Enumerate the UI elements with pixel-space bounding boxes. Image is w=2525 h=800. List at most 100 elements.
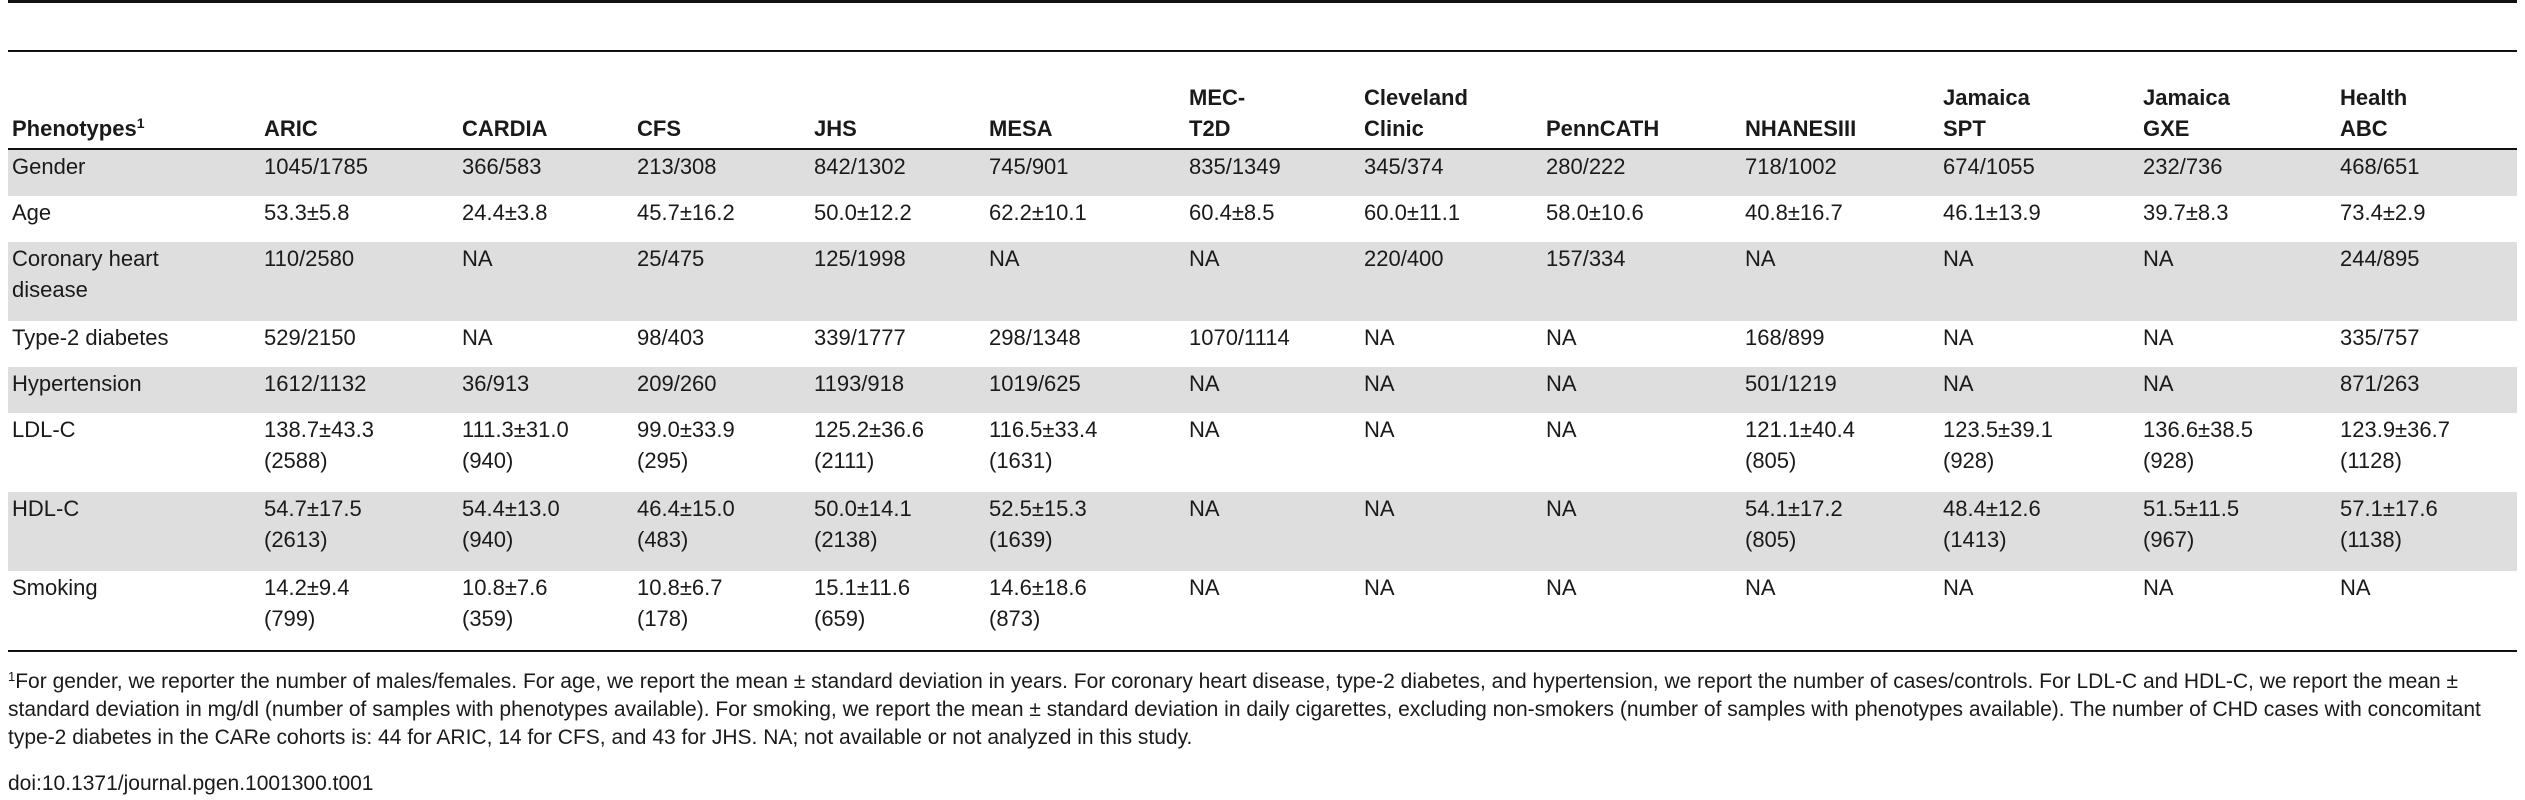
column-header: CFS [633,62,810,150]
table-cell: 10.8±6.7 (178) [633,571,810,652]
table-cell: NA [1360,492,1542,571]
table-cell: NA [1542,571,1741,652]
table-row: Coronary heart disease 110/2580 NA 25/475 12… [8,242,2517,321]
table-cell: 50.0±14.1 (2138) [810,492,985,571]
table-cell: 1193/918 [810,367,985,413]
table-cell: 745/901 [985,149,1185,196]
footnote-marker: 1 [8,669,16,684]
table-cell: 52.5±15.3 (1639) [985,492,1185,571]
table-cell: 14.6±18.6 (873) [985,571,1185,652]
table-cell: 220/400 [1360,242,1542,321]
table-cell: 842/1302 [810,149,985,196]
table-cell: NA [462,325,493,350]
table-cell: NA [2139,367,2336,413]
table-cell: NA [1542,492,1741,571]
table-cell: 54.1±17.2 (805) [1741,492,1939,571]
table-cell: 98/403 [637,325,705,350]
table-cell: 718/1002 [1741,149,1939,196]
table-cell: NA [1185,492,1360,571]
table-row: Hypertension 1612/1132 36/913 209/260 1193/9… [8,367,2517,413]
table-cell: NA [1943,325,1974,350]
table-body: Gender 1045/1785 366/583 213/308 842/1302 745… [8,149,2517,652]
column-header: ARIC [260,62,458,150]
table-cell: 57.1±17.6 (1138) [2336,492,2517,571]
table-cell: 40.8±16.7 [1745,200,1843,225]
header-phenotypes-label: Phenotypes [12,116,137,141]
table-cell: 51.5±11.5 (967) [2139,492,2336,571]
column-header: JHS [810,62,985,150]
table-cell: NA [2336,571,2517,652]
column-header: Jamaica GXE [2139,62,2336,150]
table-cell: NA [1185,367,1360,413]
table-cell: NA [2139,571,2336,652]
table-cell: 157/334 [1542,242,1741,321]
table-cell: 45.7±16.2 [637,200,735,225]
table-cell: 209/260 [633,367,810,413]
table-cell: 39.7±8.3 [2143,200,2229,225]
table-row: Type-2 diabetes 529/2150 NA 98/403 339/1777 2… [8,321,2517,367]
phenotype-table: Phenotypes1 ARIC CARDIA CFS JHS MESA MEC… [8,62,2517,652]
table-cell: 10.8±7.6 (359) [458,571,633,652]
table-cell: 1070/1114 [1189,325,1290,350]
table-cell: NA [1542,367,1741,413]
table-cell: 138.7±43.3 (2588) [264,417,374,473]
table-cell: NA [1360,367,1542,413]
table-cell: NA [458,242,633,321]
column-header: MESA [985,62,1185,150]
table-cell: 529/2150 [264,325,356,350]
column-header: CARDIA [458,62,633,150]
table-cell: 53.3±5.8 [264,200,350,225]
table-cell: NA [2139,242,2336,321]
table-cell: 232/736 [2139,149,2336,196]
table-cell: NA [2143,325,2174,350]
header-row: Phenotypes1 ARIC CARDIA CFS JHS MESA MEC… [8,62,2517,150]
column-header: MEC- T2D [1185,62,1360,150]
table-cell: 36/913 [458,367,633,413]
table-cell: 213/308 [633,149,810,196]
table-cell: 62.2±10.1 [989,200,1087,225]
table-cell: 835/1349 [1185,149,1360,196]
table-cell: NA [1939,242,2139,321]
table-cell: 25/475 [633,242,810,321]
table-cell: NA [1364,417,1395,442]
table-cell: 244/895 [2336,242,2517,321]
table-cell: 110/2580 [260,242,458,321]
table-cell: 121.1±40.4 (805) [1745,417,1855,473]
table-cell: NA [1360,571,1542,652]
table-cell: 73.4±2.9 [2340,200,2426,225]
table-cell: NA [985,242,1185,321]
table-cell: NA [1939,367,2139,413]
table-cell: 339/1777 [814,325,906,350]
table-cell: 99.0±33.9 (295) [637,417,735,473]
row-label: Type-2 diabetes [12,325,169,350]
table-cell: 674/1055 [1939,149,2139,196]
table-cell: 48.4±12.6 (1413) [1939,492,2139,571]
table-cell: 345/374 [1360,149,1542,196]
table-cell: 501/1219 [1741,367,1939,413]
top-rule [8,0,2517,3]
table-cell: 1019/625 [985,367,1185,413]
table-cell: 1045/1785 [260,149,458,196]
table-row: HDL-C 54.7±17.5 (2613) 54.4±13.0 (940) 46.4… [8,492,2517,571]
title-rule [8,50,2517,52]
table-cell: 46.4±15.0 (483) [633,492,810,571]
table-cell: 116.5±33.4 (1631) [989,417,1098,473]
table-cell: 1612/1132 [260,367,458,413]
row-label: LDL-C [12,417,76,442]
table-cell: 366/583 [458,149,633,196]
table-cell: 111.3±31.0 (940) [462,417,569,473]
column-header: Cleveland Clinic [1360,62,1542,150]
table-cell: NA [1364,325,1395,350]
table-cell: NA [1741,571,1939,652]
column-header: NHANESIII [1741,62,1939,150]
row-label: Coronary heart disease [8,242,260,321]
table-cell: 123.5±39.1 (928) [1943,417,2053,473]
table-cell: NA [1546,417,1577,442]
table-cell: 54.7±17.5 (2613) [260,492,458,571]
table-cell: 60.0±11.1 [1364,200,1461,225]
table-cell: NA [1939,571,2139,652]
table-cell: NA [1185,242,1360,321]
row-label: Hypertension [8,367,260,413]
column-header: Health ABC [2336,62,2517,150]
table-cell: 50.0±12.2 [814,200,912,225]
